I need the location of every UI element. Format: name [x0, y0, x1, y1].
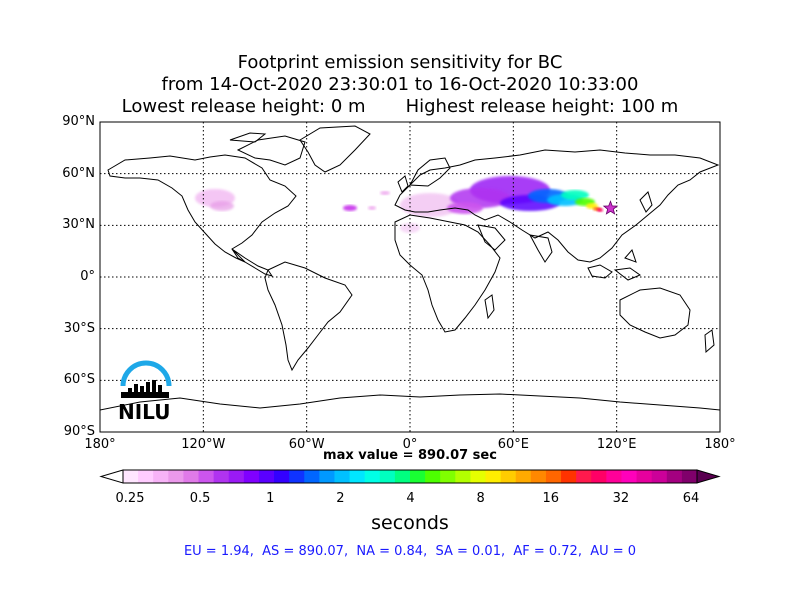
- colorbar-segment: [576, 470, 592, 483]
- colorbar-segment: [681, 470, 698, 483]
- colorbar-tick-label: 16: [542, 491, 560, 506]
- colorbar-segment: [636, 470, 653, 483]
- colorbar-segment: [379, 470, 396, 483]
- colorbar-segment: [319, 470, 335, 483]
- colorbar-segment: [425, 470, 441, 483]
- colorbar-segment: [470, 470, 487, 483]
- colorbar-segment: [530, 470, 547, 483]
- colorbar-segment: [561, 470, 577, 483]
- colorbar-segment: [138, 470, 154, 483]
- lon-tick-label: 120°W: [181, 437, 226, 452]
- lat-tick-label: 60°S: [63, 372, 95, 388]
- lon-tick-label: 180°: [84, 437, 116, 452]
- lon-tick-label: 60°W: [288, 437, 325, 452]
- colorbar-segment: [289, 470, 305, 483]
- colorbar-segment: [334, 470, 351, 483]
- colorbar-segment: [258, 470, 275, 483]
- colorbar-tick-label: 4: [406, 491, 415, 506]
- colorbar-tick-label: 0.5: [189, 491, 211, 506]
- colorbar-segment: [440, 470, 456, 483]
- colorbar-segment: [394, 470, 411, 483]
- colorbar-frame: [122, 469, 698, 484]
- colorbar-segment: [666, 470, 683, 483]
- colorbar-segment: [153, 470, 169, 483]
- colorbar-min-arrow: [99, 469, 124, 484]
- colorbar-segment: [515, 470, 532, 483]
- lat-tick-label: 30°S: [63, 320, 95, 336]
- colorbar-max-arrow: [696, 469, 721, 484]
- colorbar-tick-label: 32: [612, 491, 630, 506]
- colorbar-segment: [591, 470, 607, 483]
- colorbar-segment: [545, 470, 562, 483]
- colorbar-segment: [621, 470, 638, 483]
- release-point-star: [602, 200, 619, 215]
- colorbar-segment: [243, 470, 260, 483]
- colorbar: [99, 469, 721, 484]
- colorbar-segment: [606, 470, 622, 483]
- sensitivity-plume: [195, 176, 603, 233]
- colorbar-segment: [349, 470, 366, 483]
- map-frame: [99, 121, 721, 433]
- colorbar-segment: [304, 470, 320, 483]
- lon-tick-label: 120°E: [596, 437, 637, 452]
- nilu-logo-text: NILU: [118, 400, 171, 424]
- colorbar-segment: [123, 470, 139, 483]
- lat-tick-label: 90°N: [62, 114, 95, 129]
- lat-tick-label: 30°N: [62, 217, 95, 233]
- colorbar-segment: [183, 470, 200, 483]
- title-line-1: Footprint emission sensitivity for BC: [237, 52, 563, 73]
- max-value-label: max value = 890.07 sec: [323, 448, 497, 463]
- colorbar-tick-label: 0.25: [115, 491, 145, 506]
- lon-tick-label: 0°: [402, 437, 418, 452]
- lat-tick-label: 60°N: [62, 165, 95, 181]
- title-line-2: from 14-Oct-2020 23:30:01 to 16-Oct-2020…: [161, 74, 639, 95]
- coastlines: [100, 125, 720, 411]
- colorbar-segment: [228, 470, 245, 483]
- graticule: [100, 122, 720, 432]
- colorbar-segment: [168, 470, 184, 483]
- colorbar-segment: [364, 470, 381, 483]
- colorbar-segment: [455, 470, 471, 483]
- colorbar-segment: [213, 470, 230, 483]
- lon-tick-label: 60°E: [497, 437, 529, 452]
- colorbar-segment: [500, 470, 517, 483]
- colorbar-segment: [198, 470, 215, 483]
- lat-tick-label: 90°S: [63, 424, 95, 439]
- colorbar-segment: [410, 470, 426, 483]
- region-summary: EU = 1.94, AS = 890.07, NA = 0.84, SA = …: [183, 544, 637, 559]
- colorbar-tick-label: 8: [476, 491, 485, 506]
- lon-tick-label: 180°: [704, 437, 736, 452]
- colorbar-segment: [485, 470, 502, 483]
- colorbar-segment: [274, 470, 290, 483]
- title-line-3: Lowest release height: 0 m Highest relea…: [121, 96, 679, 117]
- release-marker: [602, 200, 619, 215]
- nilu-logo-icon: [120, 360, 172, 398]
- colorbar-label: seconds: [371, 512, 449, 534]
- colorbar-tick-label: 2: [336, 491, 345, 506]
- colorbar-segment: [651, 470, 668, 483]
- colorbar-tick-label: 64: [682, 491, 700, 506]
- lat-tick-label: 0°: [80, 269, 95, 284]
- colorbar-tick-label: 1: [266, 491, 275, 506]
